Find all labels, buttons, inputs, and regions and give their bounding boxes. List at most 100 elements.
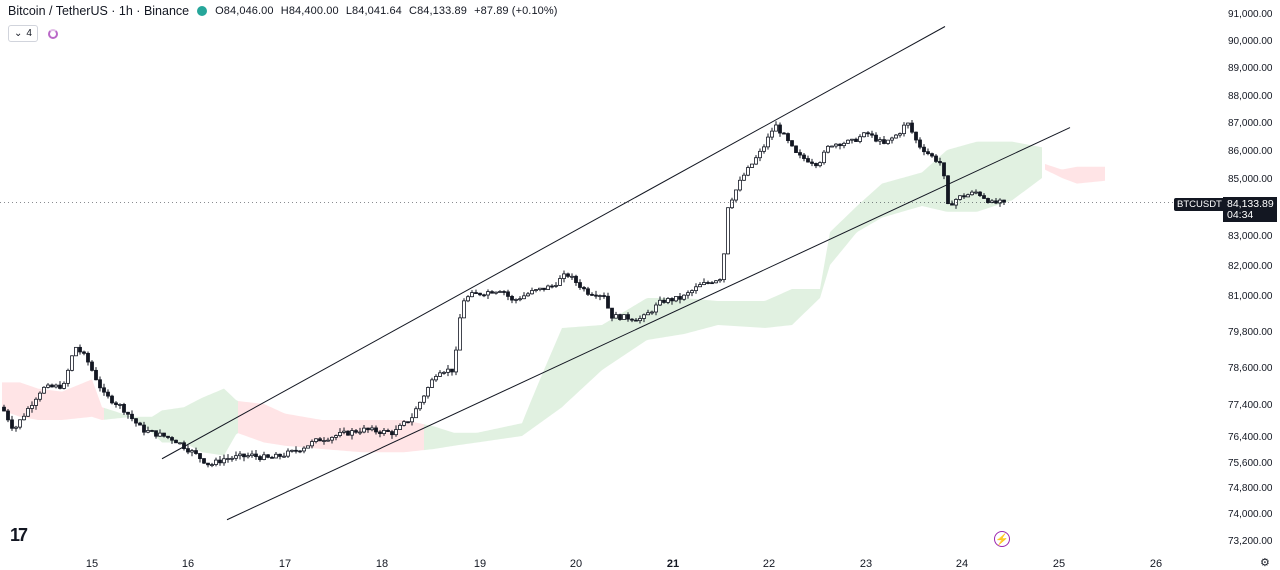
candle-up <box>878 139 882 142</box>
candle-down <box>802 154 806 159</box>
candle-down <box>78 346 82 353</box>
candle-up <box>974 191 978 194</box>
candle-down <box>950 203 954 206</box>
candle-up <box>754 157 758 165</box>
candle-up <box>650 311 654 314</box>
candle-down <box>490 291 494 294</box>
candle-up <box>770 130 774 138</box>
candle-up <box>466 296 470 302</box>
candle-up <box>446 368 450 373</box>
candle-up <box>958 195 962 200</box>
candle-up <box>246 455 250 458</box>
candle-down <box>390 431 394 436</box>
y-tick-label: 82,000.00 <box>1228 261 1273 272</box>
y-tick-label: 73,200.00 <box>1228 536 1273 547</box>
candle-up <box>302 447 306 452</box>
candle-down <box>606 295 610 309</box>
candle-down <box>154 430 158 437</box>
candle-up <box>250 453 254 457</box>
candle-up <box>562 273 566 279</box>
candle-up <box>746 167 750 176</box>
bar-countdown: 04:34 <box>1227 209 1254 221</box>
candle-up <box>686 292 690 296</box>
candle-up <box>442 371 446 374</box>
candle-up <box>398 424 402 430</box>
candle-down <box>142 424 146 433</box>
candle-up <box>350 430 354 436</box>
candle-up <box>570 275 574 278</box>
candle-up <box>970 191 974 196</box>
symbol-legend: Bitcoin / TetherUS · 1h · Binance O84,04… <box>8 4 562 18</box>
x-tick-label: 17 <box>279 558 291 570</box>
indicator-count: 4 <box>26 28 32 39</box>
candle-up <box>70 355 74 371</box>
candle-down <box>926 151 930 155</box>
candle-up <box>414 408 418 419</box>
candle-down <box>706 282 710 284</box>
candle-down <box>58 384 62 389</box>
candle-down <box>258 456 262 460</box>
bear-cloud <box>238 401 424 453</box>
candle-down <box>874 134 878 142</box>
candle-down <box>242 453 246 458</box>
candle-down <box>50 384 54 388</box>
candle-up <box>694 286 698 292</box>
indicators-collapse-button[interactable]: ⌄ 4 <box>8 25 38 42</box>
candle-up <box>722 253 726 280</box>
candle-up <box>14 426 18 429</box>
candle-up <box>714 280 718 284</box>
candle-up <box>998 199 1002 204</box>
candle-up <box>158 432 162 437</box>
candle-up <box>42 386 46 394</box>
gear-icon[interactable]: ⚙ <box>1260 557 1270 569</box>
candle-down <box>374 427 378 433</box>
candle-up <box>334 435 338 438</box>
candle-up <box>614 314 618 319</box>
candle-up <box>458 317 462 351</box>
candle-up <box>46 384 50 388</box>
candle-down <box>270 456 274 459</box>
candle-up <box>486 291 490 296</box>
x-tick-label: 24 <box>956 558 968 570</box>
candle-up <box>26 408 30 417</box>
candle-down <box>474 292 478 294</box>
candle-up <box>894 134 898 139</box>
candle-down <box>122 404 126 413</box>
candle-up <box>758 150 762 159</box>
x-tick-label: 23 <box>860 558 872 570</box>
candle-up <box>730 199 734 209</box>
bull-cloud <box>424 141 1042 451</box>
candle-up <box>34 398 38 406</box>
candle-up <box>230 457 234 460</box>
candle-down <box>162 432 166 437</box>
candle-down <box>478 292 482 296</box>
y-tick-label: 87,000.00 <box>1228 118 1273 129</box>
candle-down <box>610 307 614 319</box>
candle-up <box>766 136 770 148</box>
symbol-title[interactable]: Bitcoin / TetherUS · 1h · Binance <box>8 4 190 18</box>
candle-up <box>718 279 722 282</box>
candle-up <box>222 458 226 464</box>
candle-down <box>946 175 950 205</box>
candle-down <box>678 296 682 300</box>
candle-up <box>362 427 366 433</box>
candle-down <box>182 442 186 450</box>
candle-up <box>554 285 558 287</box>
candle-down <box>942 162 946 177</box>
x-tick-label: 16 <box>182 558 194 570</box>
candle-down <box>150 430 154 432</box>
x-tick-label: 20 <box>570 558 582 570</box>
candle-up <box>498 291 502 293</box>
candle-up <box>822 151 826 164</box>
candle-up <box>826 145 830 153</box>
candle-up <box>290 449 294 452</box>
lightning-icon[interactable]: ⚡ <box>994 531 1010 547</box>
tradingview-logo-icon[interactable]: 17 <box>10 525 28 545</box>
candle-down <box>962 195 966 198</box>
candle-down <box>574 275 578 283</box>
y-tick-label: 88,000.00 <box>1228 91 1273 102</box>
candle-up <box>74 346 78 357</box>
candle-up <box>666 298 670 303</box>
candle-down <box>186 448 190 453</box>
